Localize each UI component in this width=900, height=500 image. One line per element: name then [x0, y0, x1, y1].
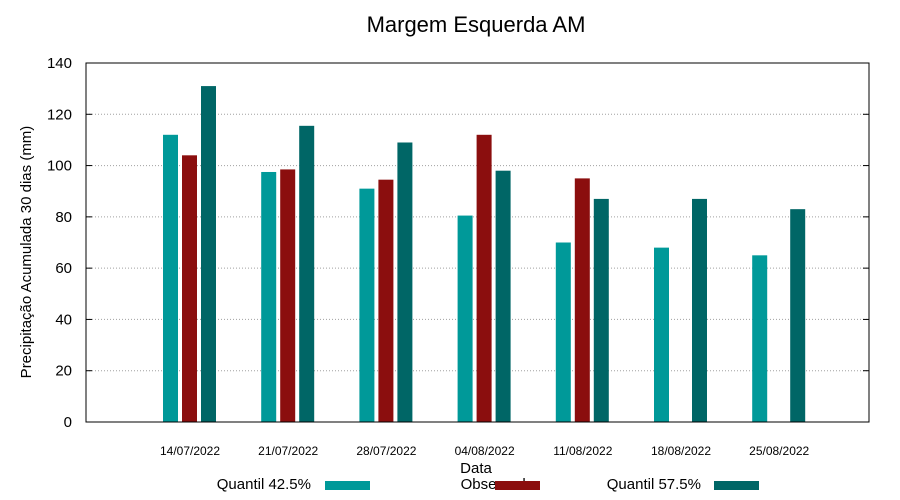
x-tick-label: 28/07/2022: [356, 444, 416, 458]
bar-quantil-57-5: [790, 209, 806, 422]
x-axis-label: Data: [460, 460, 492, 477]
x-tick-label: 25/08/2022: [749, 444, 809, 458]
y-tick-label: 80: [55, 209, 72, 226]
bar-quantil-42-5: [457, 215, 473, 422]
chart-title: Margem Esquerda AM: [367, 12, 586, 37]
bar-quantil-57-5: [495, 170, 511, 422]
x-tick-label: 21/07/2022: [258, 444, 318, 458]
bar-quantil-42-5: [261, 171, 277, 422]
x-axis-ticks: 14/07/2022 21/07/2022 28/07/2022 04/08/2022…: [160, 444, 810, 458]
x-tick-label: 18/08/2022: [651, 444, 711, 458]
bar-quantil-57-5: [692, 198, 707, 422]
bar-quantil-42-5: [359, 188, 375, 422]
y-tick-label: 140: [47, 55, 72, 72]
bars: [163, 86, 806, 423]
legend-label: Quantil 42.5%: [217, 476, 311, 493]
bar-observado: [182, 155, 197, 423]
legend-label: Quantil 57.5%: [607, 476, 701, 493]
bar-quantil-42-5: [163, 134, 178, 423]
bar-quantil-42-5: [654, 247, 669, 422]
legend: Quantil 42.5%ObservadoQuantil 57.5%: [217, 476, 759, 493]
bar-quantil-42-5: [555, 242, 571, 422]
legend-swatch: [495, 481, 540, 490]
bar-observado: [378, 179, 394, 422]
legend-swatch: [714, 481, 759, 490]
y-axis-ticks: 0 20 40 60 80 100 120 140: [47, 55, 869, 431]
bar-quantil-57-5: [397, 142, 413, 422]
x-tick-label: 14/07/2022: [160, 444, 220, 458]
legend-swatch: [325, 481, 370, 490]
x-tick-label: 11/08/2022: [553, 444, 612, 458]
y-axis-label: Precipitação Acumulada 30 dias (mm): [18, 126, 35, 379]
y-tick-label: 120: [47, 106, 72, 123]
y-tick-label: 40: [55, 311, 72, 328]
bar-quantil-57-5: [299, 125, 315, 422]
x-tick-label: 04/08/2022: [455, 444, 515, 458]
bar-observado: [476, 134, 492, 423]
bar-observado: [280, 169, 296, 422]
bar-observado: [574, 178, 590, 422]
y-tick-label: 0: [64, 414, 72, 431]
bar-quantil-57-5: [593, 198, 609, 422]
plot-frame: [85, 62, 870, 423]
y-tick-label: 20: [55, 363, 72, 380]
y-tick-label: 100: [47, 158, 72, 175]
bar-quantil-42-5: [752, 255, 768, 422]
y-tick-label: 60: [55, 260, 72, 277]
bar-quantil-57-5: [201, 86, 216, 422]
